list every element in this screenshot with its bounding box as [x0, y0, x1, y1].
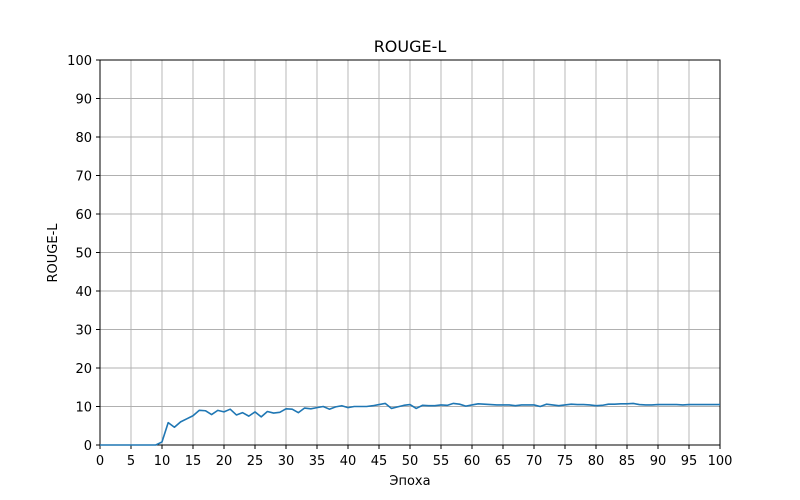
y-tick-label: 20 — [75, 362, 92, 377]
chart-title: ROUGE-L — [374, 37, 447, 56]
x-tick-label: 35 — [309, 454, 326, 469]
y-tick-label: 60 — [75, 208, 92, 223]
x-tick-label: 85 — [619, 454, 636, 469]
y-tick-label: 10 — [75, 401, 92, 416]
x-tick-label: 25 — [247, 454, 264, 469]
x-tick-label: 55 — [433, 454, 450, 469]
y-tick-label: 50 — [75, 247, 92, 262]
x-tick-label: 90 — [650, 454, 667, 469]
y-axis: 0 10 20 30 40 50 60 70 80 90 100 — [67, 54, 100, 454]
x-tick-label: 75 — [557, 454, 574, 469]
x-axis-label: Эпоха — [389, 474, 430, 489]
x-tick-label: 65 — [495, 454, 512, 469]
x-tick-label: 5 — [127, 454, 135, 469]
x-tick-label: 40 — [340, 454, 357, 469]
x-tick-label: 95 — [681, 454, 698, 469]
x-tick-label: 45 — [371, 454, 388, 469]
y-tick-label: 0 — [84, 439, 92, 454]
x-tick-label: 70 — [526, 454, 543, 469]
y-axis-label: ROUGE-L — [46, 223, 61, 283]
y-tick-label: 100 — [67, 54, 92, 69]
y-tick-label: 90 — [75, 93, 92, 108]
grid — [99, 59, 721, 446]
x-tick-label: 15 — [185, 454, 202, 469]
y-tick-label: 80 — [75, 131, 92, 146]
x-axis: 0 5 10 15 20 25 30 35 40 45 50 55 60 65 70 75 80 85 90 95 10… — [96, 445, 733, 469]
y-tick-label: 30 — [75, 324, 92, 339]
x-tick-label: 0 — [96, 454, 104, 469]
x-tick-label: 80 — [588, 454, 605, 469]
x-tick-label: 50 — [402, 454, 419, 469]
x-tick-label: 20 — [216, 454, 233, 469]
y-tick-label: 70 — [75, 170, 92, 185]
x-tick-label: 10 — [154, 454, 171, 469]
x-tick-label: 100 — [708, 454, 733, 469]
series-line-0 — [100, 402, 720, 446]
y-tick-label: 40 — [75, 285, 92, 300]
x-tick-label: 30 — [278, 454, 295, 469]
series-group — [100, 402, 720, 446]
x-tick-label: 60 — [464, 454, 481, 469]
